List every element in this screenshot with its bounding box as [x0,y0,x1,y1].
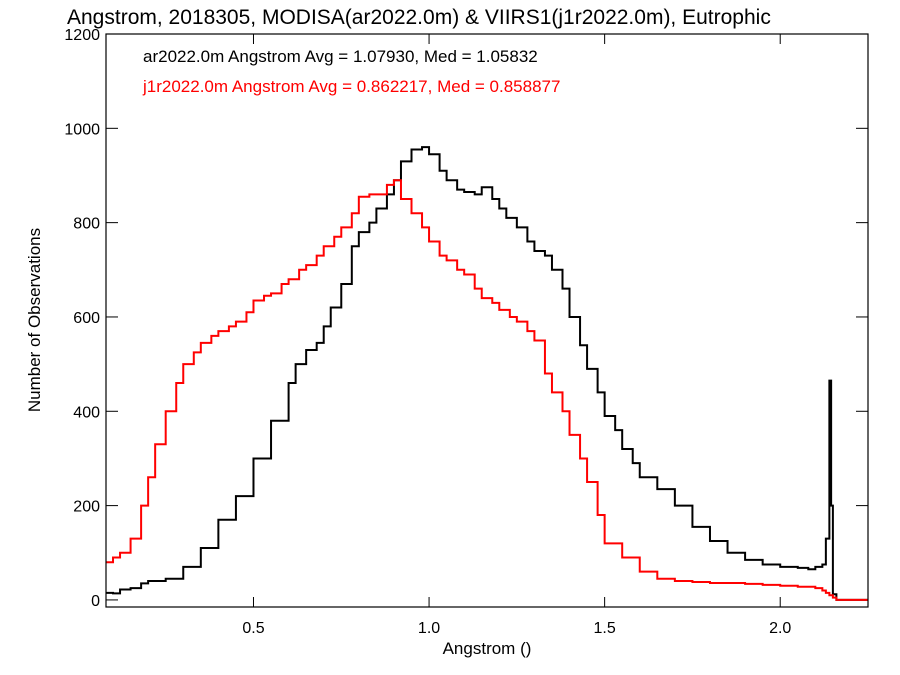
x-tick-label: 1.5 [594,620,616,637]
y-tick-label: 200 [73,499,100,516]
y-tick-label: 800 [73,216,100,233]
x-tick-label: 2.0 [769,620,791,637]
y-axis: 0 200 400 600 800 1000 1200 [64,27,868,610]
y-tick-label: 1000 [64,121,100,138]
series-modis-line [106,146,868,601]
chart-title: Angstrom, 2018305, MODISA(ar2022.0m) & V… [67,6,771,29]
x-tick-label: 0.5 [242,620,264,637]
y-tick-label: 600 [73,310,100,327]
series-layer [106,146,868,601]
annotation-viirs-stats: j1r2022.0m Angstrom Avg = 0.862217, Med … [142,77,560,96]
y-tick-label: 1200 [64,27,100,44]
y-tick-label: 400 [73,404,100,421]
x-axis: 0.5 1.0 1.5 2.0 [242,34,791,637]
x-axis-label: Angstrom () [443,639,532,658]
annotation-modis-stats: ar2022.0m Angstrom Avg = 1.07930, Med = … [143,47,538,66]
y-tick-label: 0 [91,593,100,610]
y-axis-label: Number of Observations [25,228,44,412]
plot-frame [105,33,869,608]
x-tick-label: 1.0 [418,620,440,637]
series-viirs-line [106,179,868,601]
